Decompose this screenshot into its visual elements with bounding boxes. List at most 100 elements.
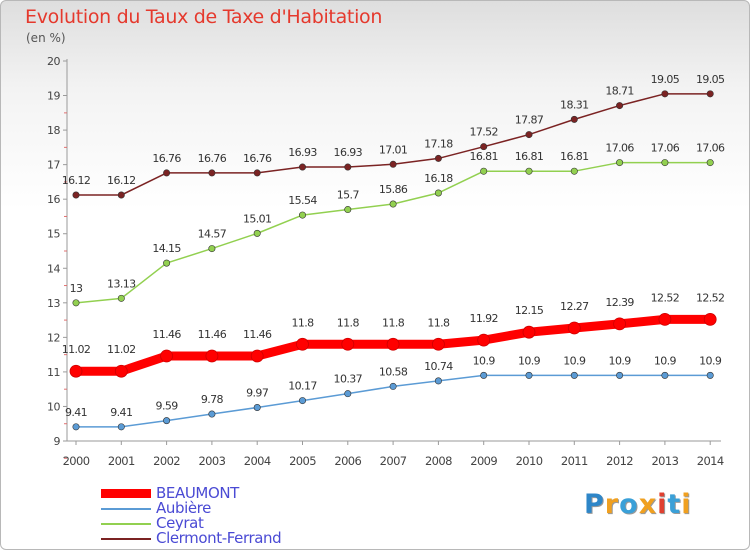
x-tick-label: 2003 [198,454,225,468]
data-point [160,349,174,363]
data-label: 11.8 [337,316,360,329]
logo-letter: i [681,489,692,520]
data-point [525,167,533,175]
legend: BEAUMONT Aubière Ceyrat Clermont-Ferrand [101,484,301,547]
data-label: 9.41 [65,406,87,419]
data-point [477,333,491,347]
data-point [613,317,626,331]
data-label: 18.31 [560,98,589,111]
x-tick-label: 2004 [244,454,271,468]
data-point [525,131,533,139]
data-label: 11.02 [62,343,91,356]
data-point [253,229,261,237]
data-point [250,349,264,363]
data-point [616,159,624,167]
data-point [386,337,400,351]
data-point [570,167,578,175]
data-point [616,102,624,110]
data-label: 9.59 [156,400,179,413]
x-tick-label: 2011 [561,454,588,468]
data-point [163,417,171,425]
data-point [208,169,216,177]
x-tick-label: 2002 [153,454,180,468]
data-label: 10.9 [609,354,632,367]
data-point [117,191,125,199]
data-label: 17.52 [469,126,498,139]
data-point [567,321,581,335]
data-point [341,337,355,351]
data-label: 12.52 [651,291,680,304]
logo-letter: t [667,489,682,520]
y-tick-label: 19 [47,90,60,103]
x-tick-label: 2000 [63,454,90,468]
data-label: 11.8 [382,316,405,329]
data-point [344,163,352,171]
y-tick-label: 10 [47,400,60,413]
x-tick-label: 2012 [606,454,633,468]
data-label: 16.93 [334,146,363,159]
x-tick-label: 2007 [380,454,407,468]
data-label: 16.81 [469,150,498,163]
data-label: 17.01 [379,143,408,156]
chart-title: Evolution du Taux de Taxe d'Habitation [25,6,383,28]
legend-item: Aubière [101,499,301,517]
x-tick-label: 2005 [289,454,316,468]
data-point [570,371,578,379]
data-point [661,90,669,98]
y-tick-label: 11 [47,366,60,379]
data-label: 15.54 [288,194,317,207]
data-label: 16.18 [424,172,453,185]
data-point [661,159,669,167]
y-tick-label: 16 [47,193,60,206]
x-tick-label: 2001 [108,454,135,468]
data-point [434,189,442,197]
legend-item: BEAUMONT [101,484,301,502]
data-label: 19.05 [696,73,725,86]
data-label: 10.58 [379,365,408,378]
proxiti-logo: Proxiti [584,489,692,520]
data-label: 16.76 [198,152,227,165]
data-point [253,403,261,411]
data-point [570,115,578,123]
y-tick-label: 14 [47,262,60,275]
data-label: 11.46 [152,328,181,341]
y-tick-label: 18 [47,124,60,137]
data-label: 10.9 [699,354,722,367]
legend-swatch [101,489,151,498]
x-tick-label: 2014 [697,454,724,468]
data-label: 9.41 [110,406,132,419]
data-label: 12.27 [560,300,589,313]
data-point [208,245,216,253]
data-point [525,371,533,379]
data-point [431,337,445,351]
data-label: 11.8 [427,316,450,329]
x-tick-label: 2010 [516,454,543,468]
y-tick-label: 20 [47,55,60,68]
legend-label: Ceyrat [156,514,204,532]
data-point [72,191,80,199]
legend-item: Clermont-Ferrand [101,529,301,547]
data-point [703,312,717,326]
y-tick-label: 13 [47,297,60,310]
y-tick-label: 12 [47,331,60,344]
data-point [72,423,80,431]
data-label: 14.57 [198,228,227,241]
data-label: 10.74 [424,360,453,373]
y-tick-label: 15 [47,228,60,241]
data-point [298,163,306,171]
data-label: 17.87 [515,114,544,127]
x-tick-label: 2009 [470,454,497,468]
logo-letter: i [657,489,668,520]
data-label: 11.92 [469,312,498,325]
data-label: 16.81 [560,150,589,163]
data-point [616,371,624,379]
data-point [522,325,536,339]
logo-letter: o [619,489,639,520]
data-point [706,159,714,167]
line-chart: 9 10 11 12 13 14 15 16 17 18 19 20 2000 2001 2002 2003 2… [47,55,726,468]
data-label: 11.02 [107,343,136,356]
data-label: 16.81 [515,150,544,163]
data-point [706,371,714,379]
data-label: 16.12 [107,174,136,187]
data-point [114,364,128,378]
